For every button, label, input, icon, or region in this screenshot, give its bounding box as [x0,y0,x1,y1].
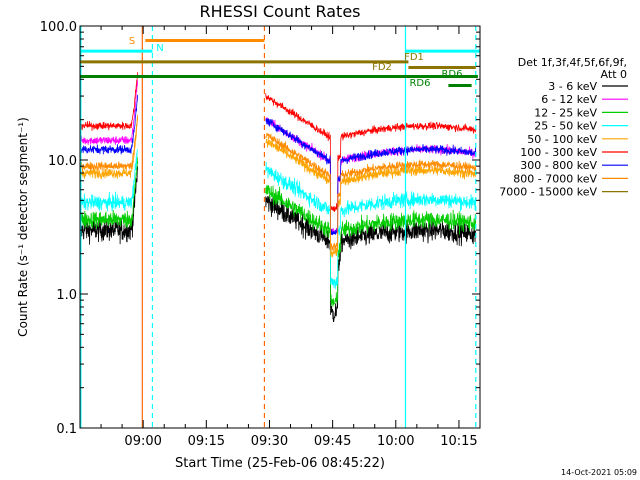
y-tick-label: 100.0 [40,20,77,35]
annotation-label-s: S [129,36,135,47]
chart-title: RHESSI Count Rates [200,2,361,21]
series-line-5 [79,72,477,212]
legend-label-4: 50 - 100 keV [527,133,597,146]
x-tick-label: 09:45 [314,434,351,449]
x-axis-label: Start Time (25-Feb-06 08:45:22) [175,456,385,471]
series-line-6 [79,94,477,236]
plot-frame [79,25,481,429]
legend-label-0: 3 - 6 keV [548,80,597,93]
series-line-2 [79,156,477,307]
series-line-1 [79,80,477,235]
x-tick-label: 09:15 [188,434,225,449]
legend-header-1: Det 1f,3f,4f,5f,6f,9f, [518,56,627,69]
legend-header-2: Att 0 [601,68,627,81]
y-tick-label: 1.0 [56,288,77,303]
legend-label-1: 6 - 12 keV [541,93,597,106]
annotation-label-rd6: RD6 [441,69,462,80]
series-line-7 [79,114,477,252]
series-line-3 [79,148,477,290]
annotation-label-fd1: FD1 [404,52,424,63]
x-tick-label: 10:15 [440,434,477,449]
series-line-0 [79,165,477,322]
annotation-label-rd6: RD6 [409,78,430,89]
legend-label-5: 100 - 300 keV [520,146,597,159]
legend-label-8: 7000 - 15000 keV [499,186,597,199]
x-tick-label: 09:30 [251,434,288,449]
footer-date: 14-Oct-2021 05:09 [561,468,637,477]
annotation-label-fd2: FD2 [372,62,392,73]
x-tick-label: 10:00 [377,434,414,449]
y-axis-label: Count Rate (s⁻¹ detector segment⁻¹) [16,117,30,337]
legend-label-3: 25 - 50 keV [534,120,597,133]
series-line-4 [79,117,477,258]
y-tick-label: 10.0 [48,154,77,169]
annotation-label-n: N [156,43,163,54]
y-tick-label: 0.1 [56,422,77,437]
legend-label-7: 800 - 7000 keV [513,172,597,185]
legend-label-2: 12 - 25 keV [534,106,597,119]
legend-label-6: 300 - 800 keV [520,159,597,172]
x-tick-label: 09:00 [124,434,161,449]
